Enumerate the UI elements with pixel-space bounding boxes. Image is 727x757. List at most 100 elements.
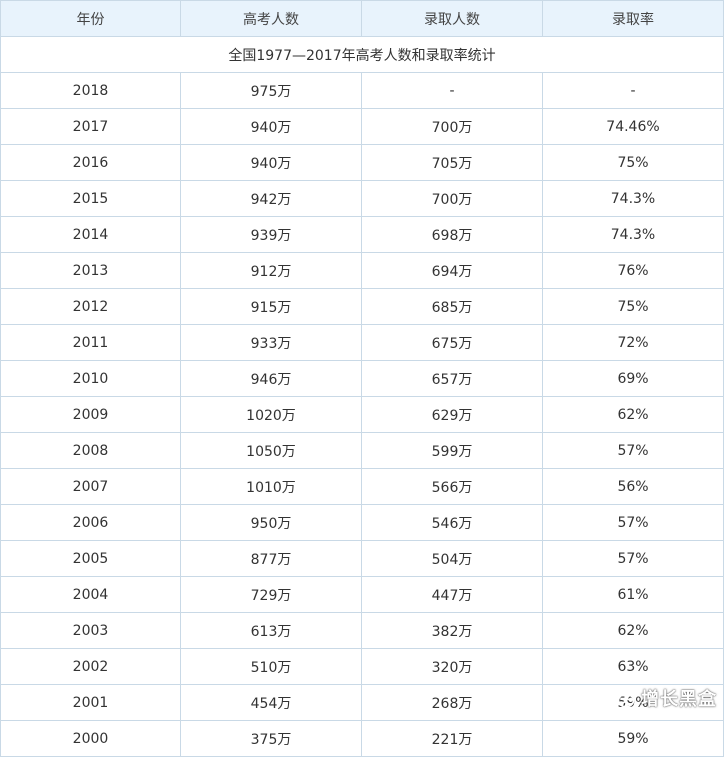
cell-admission-rate: 57%	[542, 504, 724, 541]
cell-exam-takers: 877万	[180, 540, 362, 577]
cell-year: 2001	[0, 684, 181, 721]
table-row: 2004 729万 447万 61%	[0, 576, 724, 613]
cell-exam-takers: 375万	[180, 720, 362, 757]
cell-admitted: 685万	[361, 288, 543, 325]
table-row: 2016 940万 705万 75%	[0, 144, 724, 181]
header-admission-rate: 录取率	[542, 0, 724, 37]
cell-admission-rate: 57%	[542, 540, 724, 577]
table-row: 2018 975万 - -	[0, 72, 724, 109]
table-header: 年份 高考人数 录取人数 录取率	[0, 0, 724, 37]
cell-admission-rate: 72%	[542, 324, 724, 361]
cell-admitted: 447万	[361, 576, 543, 613]
cell-year: 2004	[0, 576, 181, 613]
header-admitted: 录取人数	[361, 0, 543, 37]
cell-admitted: 546万	[361, 504, 543, 541]
table-row: 2008 1050万 599万 57%	[0, 432, 724, 469]
cell-admitted: 694万	[361, 252, 543, 289]
cell-admission-rate: 74.46%	[542, 108, 724, 145]
table-row: 2002 510万 320万 63%	[0, 648, 724, 685]
cell-admitted: 705万	[361, 144, 543, 181]
table-row: 2011 933万 675万 72%	[0, 324, 724, 361]
table-row: 2015 942万 700万 74.3%	[0, 180, 724, 217]
table-row: 2012 915万 685万 75%	[0, 288, 724, 325]
cell-admitted: 382万	[361, 612, 543, 649]
table-row: 2007 1010万 566万 56%	[0, 468, 724, 505]
table-row: 2000 375万 221万 59%	[0, 720, 724, 757]
cell-admitted: 566万	[361, 468, 543, 505]
cell-admission-rate: 63%	[542, 648, 724, 685]
cell-admission-rate: -	[542, 72, 724, 109]
cell-exam-takers: 1020万	[180, 396, 362, 433]
cell-exam-takers: 1050万	[180, 432, 362, 469]
cell-admission-rate: 76%	[542, 252, 724, 289]
table-row: 2010 946万 657万 69%	[0, 360, 724, 397]
cell-admitted: 268万	[361, 684, 543, 721]
cell-admission-rate: 59%	[542, 684, 724, 721]
cell-admission-rate: 75%	[542, 144, 724, 181]
cell-admitted: 221万	[361, 720, 543, 757]
cell-exam-takers: 946万	[180, 360, 362, 397]
header-exam-takers: 高考人数	[180, 0, 362, 37]
table-caption: 全国1977—2017年高考人数和录取率统计	[0, 36, 724, 73]
table-row: 2003 613万 382万 62%	[0, 612, 724, 649]
table-row: 2014 939万 698万 74.3%	[0, 216, 724, 253]
cell-exam-takers: 933万	[180, 324, 362, 361]
cell-year: 2010	[0, 360, 181, 397]
caption-row: 全国1977—2017年高考人数和录取率统计	[0, 36, 724, 73]
cell-year: 2003	[0, 612, 181, 649]
cell-admission-rate: 75%	[542, 288, 724, 325]
cell-exam-takers: 510万	[180, 648, 362, 685]
cell-admission-rate: 57%	[542, 432, 724, 469]
cell-year: 2018	[0, 72, 181, 109]
cell-year: 2008	[0, 432, 181, 469]
cell-year: 2014	[0, 216, 181, 253]
table-row: 2009 1020万 629万 62%	[0, 396, 724, 433]
cell-year: 2012	[0, 288, 181, 325]
cell-year: 2016	[0, 144, 181, 181]
cell-exam-takers: 942万	[180, 180, 362, 217]
cell-admitted: 504万	[361, 540, 543, 577]
cell-exam-takers: 975万	[180, 72, 362, 109]
cell-admitted: 700万	[361, 180, 543, 217]
cell-year: 2017	[0, 108, 181, 145]
cell-year: 2011	[0, 324, 181, 361]
cell-year: 2005	[0, 540, 181, 577]
cell-exam-takers: 613万	[180, 612, 362, 649]
cell-year: 2015	[0, 180, 181, 217]
cell-year: 2006	[0, 504, 181, 541]
cell-admitted: 629万	[361, 396, 543, 433]
cell-admission-rate: 74.3%	[542, 180, 724, 217]
table-row: 2013 912万 694万 76%	[0, 252, 724, 289]
cell-year: 2013	[0, 252, 181, 289]
cell-admission-rate: 56%	[542, 468, 724, 505]
cell-year: 2000	[0, 720, 181, 757]
cell-admitted: 599万	[361, 432, 543, 469]
cell-admitted: 320万	[361, 648, 543, 685]
table-body: 全国1977—2017年高考人数和录取率统计 2018 975万 - -2017 940…	[0, 36, 724, 757]
cell-admission-rate: 69%	[542, 360, 724, 397]
cell-exam-takers: 939万	[180, 216, 362, 253]
cell-admission-rate: 61%	[542, 576, 724, 613]
cell-exam-takers: 940万	[180, 108, 362, 145]
cell-year: 2002	[0, 648, 181, 685]
cell-admitted: 700万	[361, 108, 543, 145]
cell-exam-takers: 729万	[180, 576, 362, 613]
cell-admission-rate: 62%	[542, 396, 724, 433]
cell-exam-takers: 950万	[180, 504, 362, 541]
cell-admitted: -	[361, 72, 543, 109]
table-row: 2001 454万 268万 59%	[0, 684, 724, 721]
cell-exam-takers: 915万	[180, 288, 362, 325]
cell-exam-takers: 454万	[180, 684, 362, 721]
header-year: 年份	[0, 0, 181, 37]
table-row: 2006 950万 546万 57%	[0, 504, 724, 541]
cell-exam-takers: 912万	[180, 252, 362, 289]
cell-admitted: 675万	[361, 324, 543, 361]
table-row: 2017 940万 700万 74.46%	[0, 108, 724, 145]
cell-admission-rate: 62%	[542, 612, 724, 649]
cell-admitted: 698万	[361, 216, 543, 253]
cell-admission-rate: 59%	[542, 720, 724, 757]
cell-year: 2007	[0, 468, 181, 505]
cell-admitted: 657万	[361, 360, 543, 397]
cell-admission-rate: 74.3%	[542, 216, 724, 253]
